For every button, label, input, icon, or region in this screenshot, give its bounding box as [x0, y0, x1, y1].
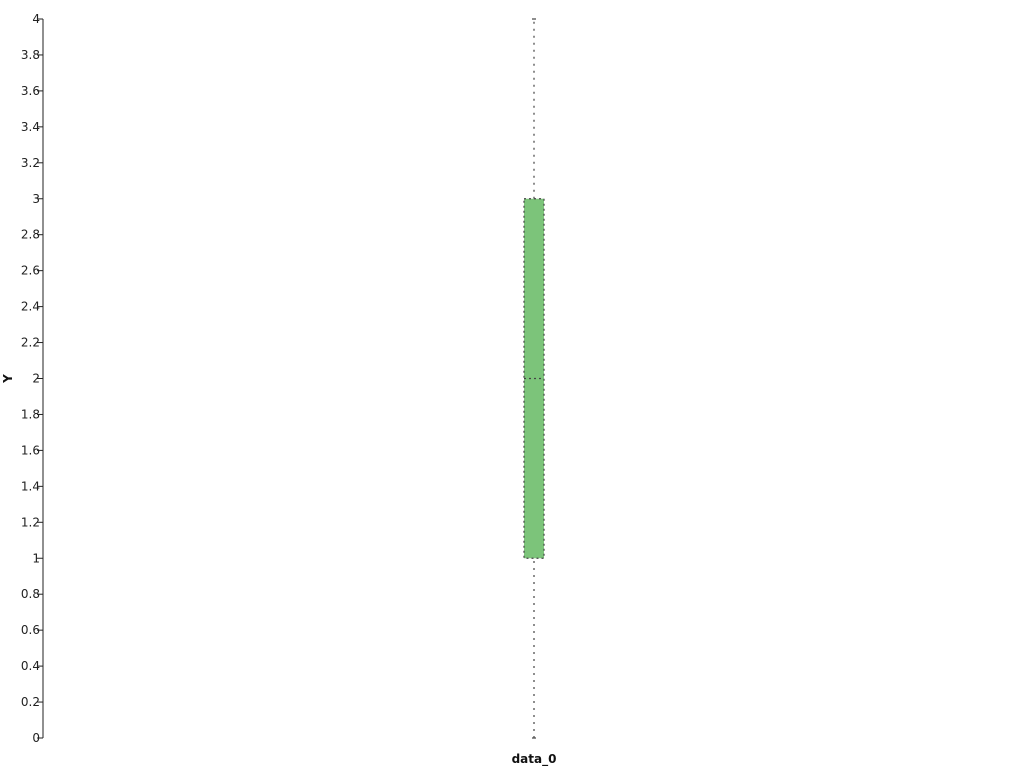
y-tick-label: 3 — [32, 192, 40, 206]
y-axis: 0 0.2 0.4 0.6 0.8 1 1.2 1.4 1.6 1.8 2 2.2 2.4 2.6 2.8 3… — [21, 12, 44, 745]
y-tick-label: 0 — [32, 731, 40, 745]
y-tick-label: 2.4 — [21, 300, 40, 314]
y-tick-label: 2 — [32, 372, 40, 386]
y-tick-label: 1 — [32, 551, 40, 565]
boxes — [523, 18, 545, 739]
y-tick-label: 2.8 — [21, 228, 40, 242]
y-tick-label: 2.2 — [21, 336, 40, 350]
y-tick-label: 1.2 — [21, 515, 40, 529]
x-category-labels: data_0 — [512, 752, 557, 767]
y-tick-label: 1.8 — [21, 407, 40, 421]
box-data_0 — [523, 18, 545, 739]
y-tick-label: 0.6 — [21, 623, 40, 637]
y-tick-label: 4 — [32, 12, 40, 26]
x-category-label: data_0 — [512, 752, 557, 767]
y-tick-label: 0.8 — [21, 587, 40, 601]
y-ticks: 0 0.2 0.4 0.6 0.8 1 1.2 1.4 1.6 1.8 2 2.2 2.4 2.6 2.8 3… — [21, 12, 43, 745]
y-tick-label: 3.2 — [21, 156, 40, 170]
y-tick-label: 2.6 — [21, 264, 40, 278]
y-tick-label: 3.6 — [21, 84, 40, 98]
y-tick-label: 1.6 — [21, 443, 40, 457]
y-tick-label: 1.4 — [21, 479, 40, 493]
y-tick-label: 0.2 — [21, 695, 40, 709]
y-tick-label: 3.4 — [21, 120, 40, 134]
y-axis-title: Y — [1, 374, 15, 384]
y-tick-label: 0.4 — [21, 659, 40, 673]
y-tick-label: 3.8 — [21, 48, 40, 62]
